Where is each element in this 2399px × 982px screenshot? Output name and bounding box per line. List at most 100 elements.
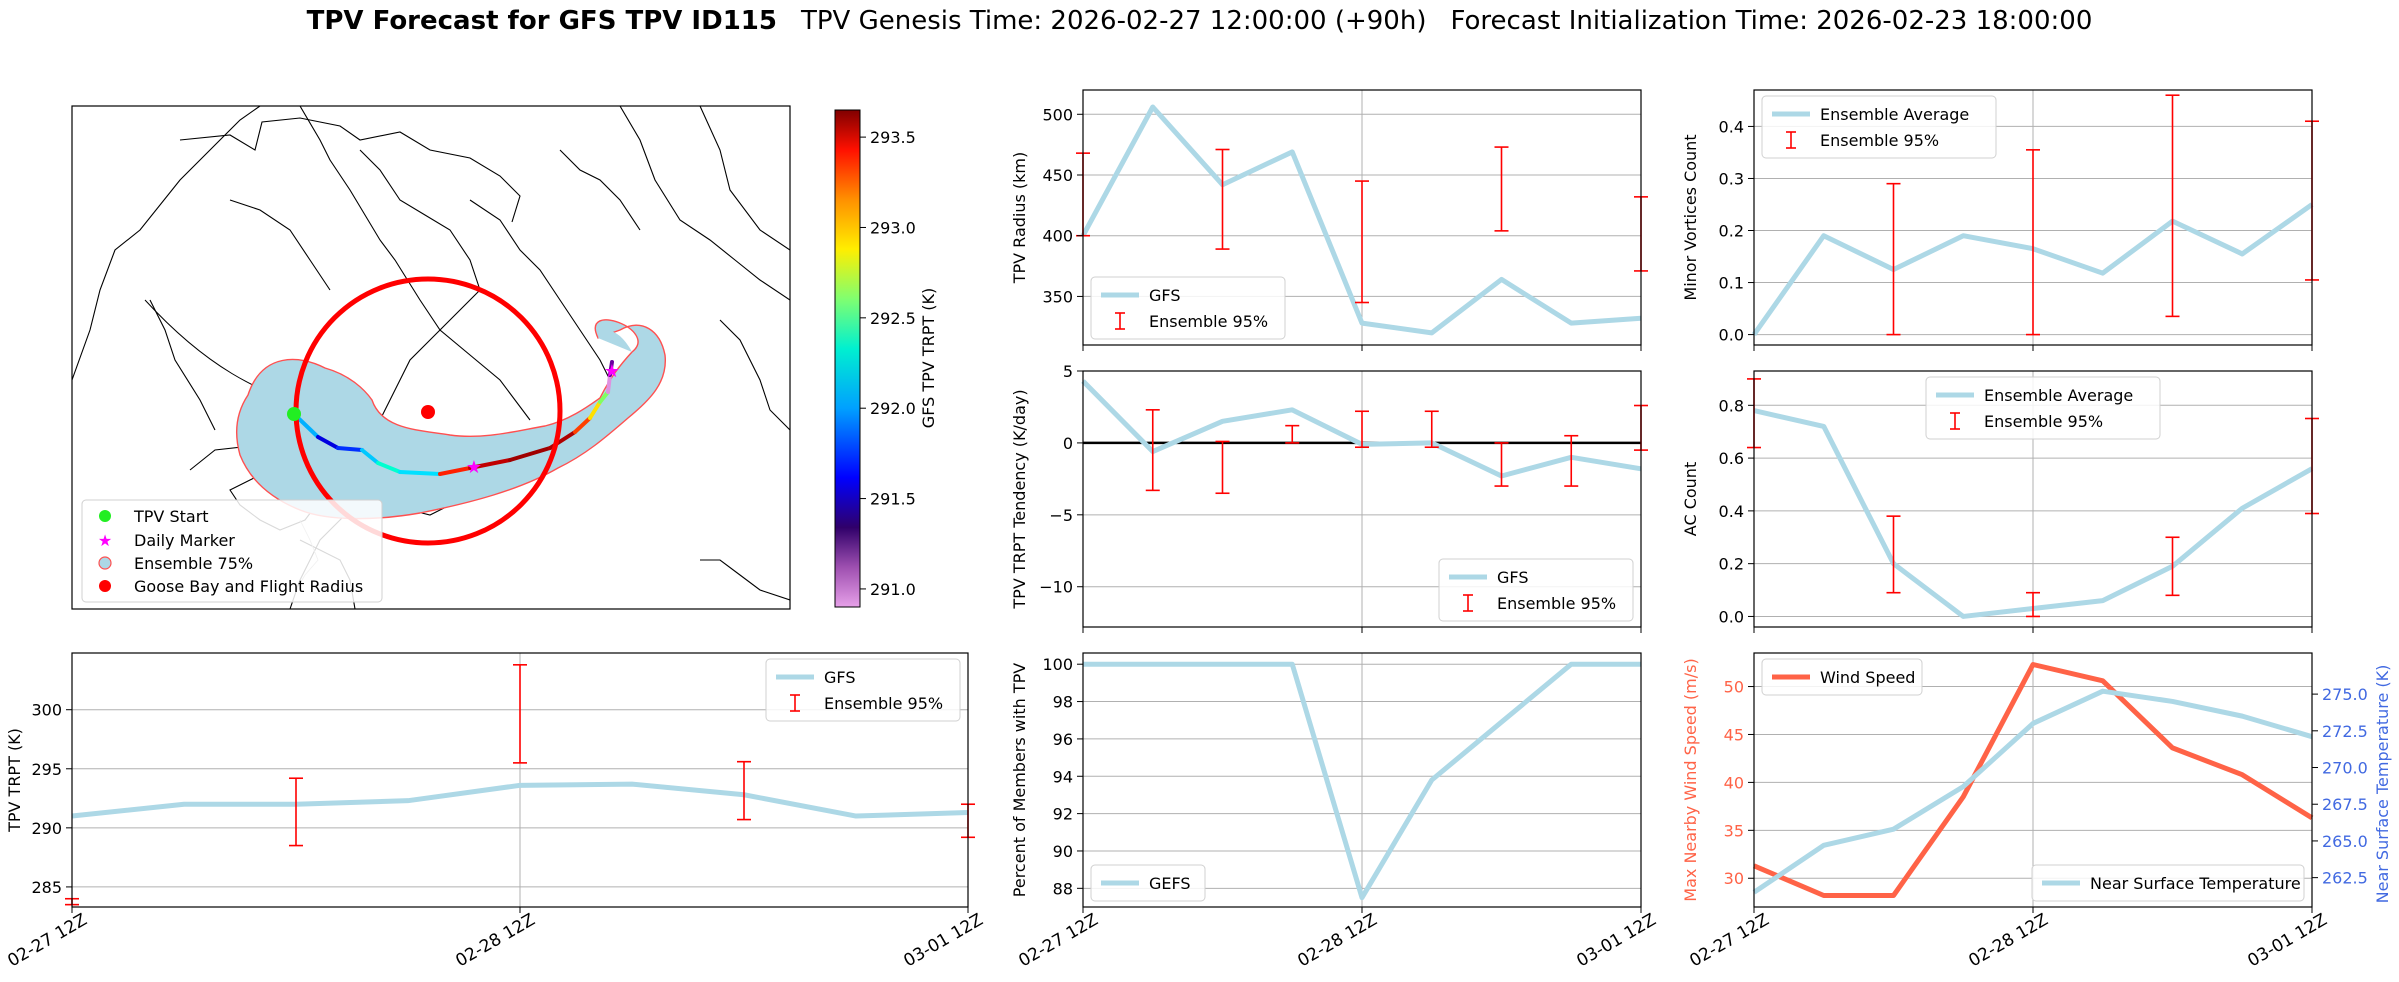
legend-frame [1090,864,1206,902]
error-bar [1145,409,1160,492]
y-tick-label: 90 [1053,842,1073,861]
legend: GEFS [1090,864,1206,902]
x-tick-label: 02-27 12Z [1686,910,1772,971]
legend: Ensemble Average Ensemble 95% [1761,95,1997,159]
y-tick-label: 0.4 [1719,117,1744,136]
title-main: TPV Forecast for GFS TPV ID115 [306,6,777,36]
y2-tick-label: 272.5 [2322,722,2368,741]
error-bar [1494,442,1509,487]
title-init: Forecast Initialization Time: 2026-02-23… [1450,6,2093,36]
y-tick-label: −5 [1049,506,1073,525]
y-axis-label: TPV Radius (km) [1010,152,1029,285]
legend-label: Wind Speed [1820,668,1915,687]
y-tick-label: 30 [1724,869,1744,888]
legend-start-marker [99,510,111,522]
daily-marker-1: ★ [604,361,620,382]
y2-axis-label: Near Surface Temperature (K) [2373,665,2392,904]
chart-panel-tendency: −10 −5 0 5 TPV TRPT Tendency (K/day) GFS Ensem… [1010,362,1648,633]
y-tick-label: 0.0 [1719,607,1744,626]
legend: GFS Ensemble 95% [1438,558,1634,622]
legend-label: GEFS [1149,874,1191,893]
legend-frame [1761,658,1923,696]
error-bar [2165,536,2180,597]
legend-label: GFS [824,668,855,687]
y-tick-label: 88 [1053,879,1073,898]
y-tick-label: 0.3 [1719,169,1744,188]
chart-panel-radius: 350 400 450 500 TPV Radius (km) GFS Ensemble 9… [1010,89,1648,351]
error-bar [2165,94,2180,318]
x-tick-label: 02-28 12Z [1965,910,2051,971]
legend-label: Ensemble Average [1820,105,1969,124]
map-legend-0: TPV Start [133,507,209,526]
y-axis-label: Max Nearby Wind Speed (m/s) [1681,658,1700,901]
y-tick-label: 0.6 [1719,449,1744,468]
map-panel: ★ ★ TPV Start ★ Daily Marker Ensemble 75… [71,105,938,610]
y-tick-label: 50 [1724,678,1744,697]
title-genesis: TPV Genesis Time: 2026-02-27 12:00:00 (+… [800,6,1427,36]
y-tick-label: 100 [1042,655,1073,674]
tpv-start-marker [287,407,301,421]
error-bar [1355,180,1369,304]
tpv-track [292,360,614,476]
daily-marker-2: ★ [466,457,482,478]
y-tick-label: 98 [1053,693,1073,712]
colorbar-tick-label: 293.5 [870,128,916,147]
x-tick-label: 02-28 12Z [452,910,538,971]
y2-tick-label: 267.5 [2322,795,2368,814]
y2-tick-label: 275.0 [2322,685,2368,704]
legend-frame [765,658,961,722]
map-legend-2: Ensemble 75% [134,554,253,573]
legend-label: Ensemble 95% [824,694,943,713]
y-tick-label: 0.0 [1719,326,1744,345]
y-tick-label: 96 [1053,730,1073,749]
colorbar-label: GFS TPV TRPT (K) [919,288,938,428]
map-legend-1: Daily Marker [134,531,235,550]
legend-label: GFS [1149,286,1180,305]
colorbar-tick-label: 292.5 [870,309,916,328]
legend-ensemble-marker [98,556,112,570]
legend: Ensemble Average Ensemble 95% [1925,376,2161,440]
error-bar [1215,440,1230,495]
y-axis-label: TPV TRPT (K) [5,728,24,833]
legend-label: Near Surface Temperature [2090,874,2301,893]
legend-frame [1438,558,1634,622]
legend-frame [1761,95,1997,159]
goose-bay-marker [421,405,435,419]
y-tick-label: 0.1 [1719,274,1744,293]
y-tick-label: −10 [1039,578,1073,597]
x-tick-label: 03-01 12Z [900,910,986,971]
colorbar-tick-label: 291.5 [870,490,916,509]
y-tick-label: 400 [1042,227,1073,246]
error-bar [2026,591,2040,618]
y-tick-label: 500 [1042,105,1073,124]
error-bar [1355,410,1369,449]
legend-label: Ensemble 95% [1149,312,1268,331]
y-axis-label: Minor Vortices Count [1681,134,1700,300]
ensemble-75-fill-patch [598,330,632,352]
error-bar [1494,146,1509,232]
colorbar-tick-label: 293.0 [870,218,916,237]
legend-frame [1090,276,1286,340]
y-tick-label: 35 [1724,821,1744,840]
legend: GFS Ensemble 95% [1090,276,1286,340]
y-tick-label: 450 [1042,166,1073,185]
legend-label: GFS [1497,568,1528,587]
legend-daily-marker: ★ [98,531,112,550]
legend-label: Ensemble 95% [1497,594,1616,613]
y2-tick-label: 270.0 [2322,759,2368,778]
y-tick-label: 0.2 [1719,555,1744,574]
y-tick-label: 290 [31,819,62,838]
y2-tick-label: 262.5 [2322,869,2368,888]
chart-panel-wind: 30 35 40 45 50 Max Nearby Wind Speed (m/s) 262… [1681,652,2392,971]
y-tick-label: 0.4 [1719,502,1744,521]
error-bar [289,777,303,847]
y-tick-label: 300 [31,701,62,720]
error-bar [1424,410,1439,449]
y-tick-label: 285 [31,878,62,897]
colorbar: 291.0 291.5 292.0 292.5 293.0 293.5 GFS TPV T… [834,109,938,608]
legend: Wind Speed Near Surface Temperature [1761,658,2305,902]
chart-panel-percent: 88 90 92 94 96 98 100 Percent of Members with T… [1010,652,1660,971]
chart-panel-minor: 0.0 0.1 0.2 0.3 0.4 Minor Vortices Count Ensem… [1681,89,2319,351]
